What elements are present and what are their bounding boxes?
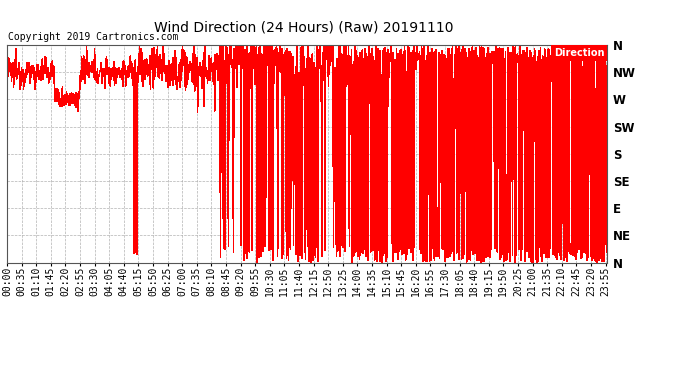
Text: Copyright 2019 Cartronics.com: Copyright 2019 Cartronics.com <box>8 32 179 42</box>
Text: Wind Direction (24 Hours) (Raw) 20191110: Wind Direction (24 Hours) (Raw) 20191110 <box>154 21 453 34</box>
Text: Direction: Direction <box>554 48 604 58</box>
